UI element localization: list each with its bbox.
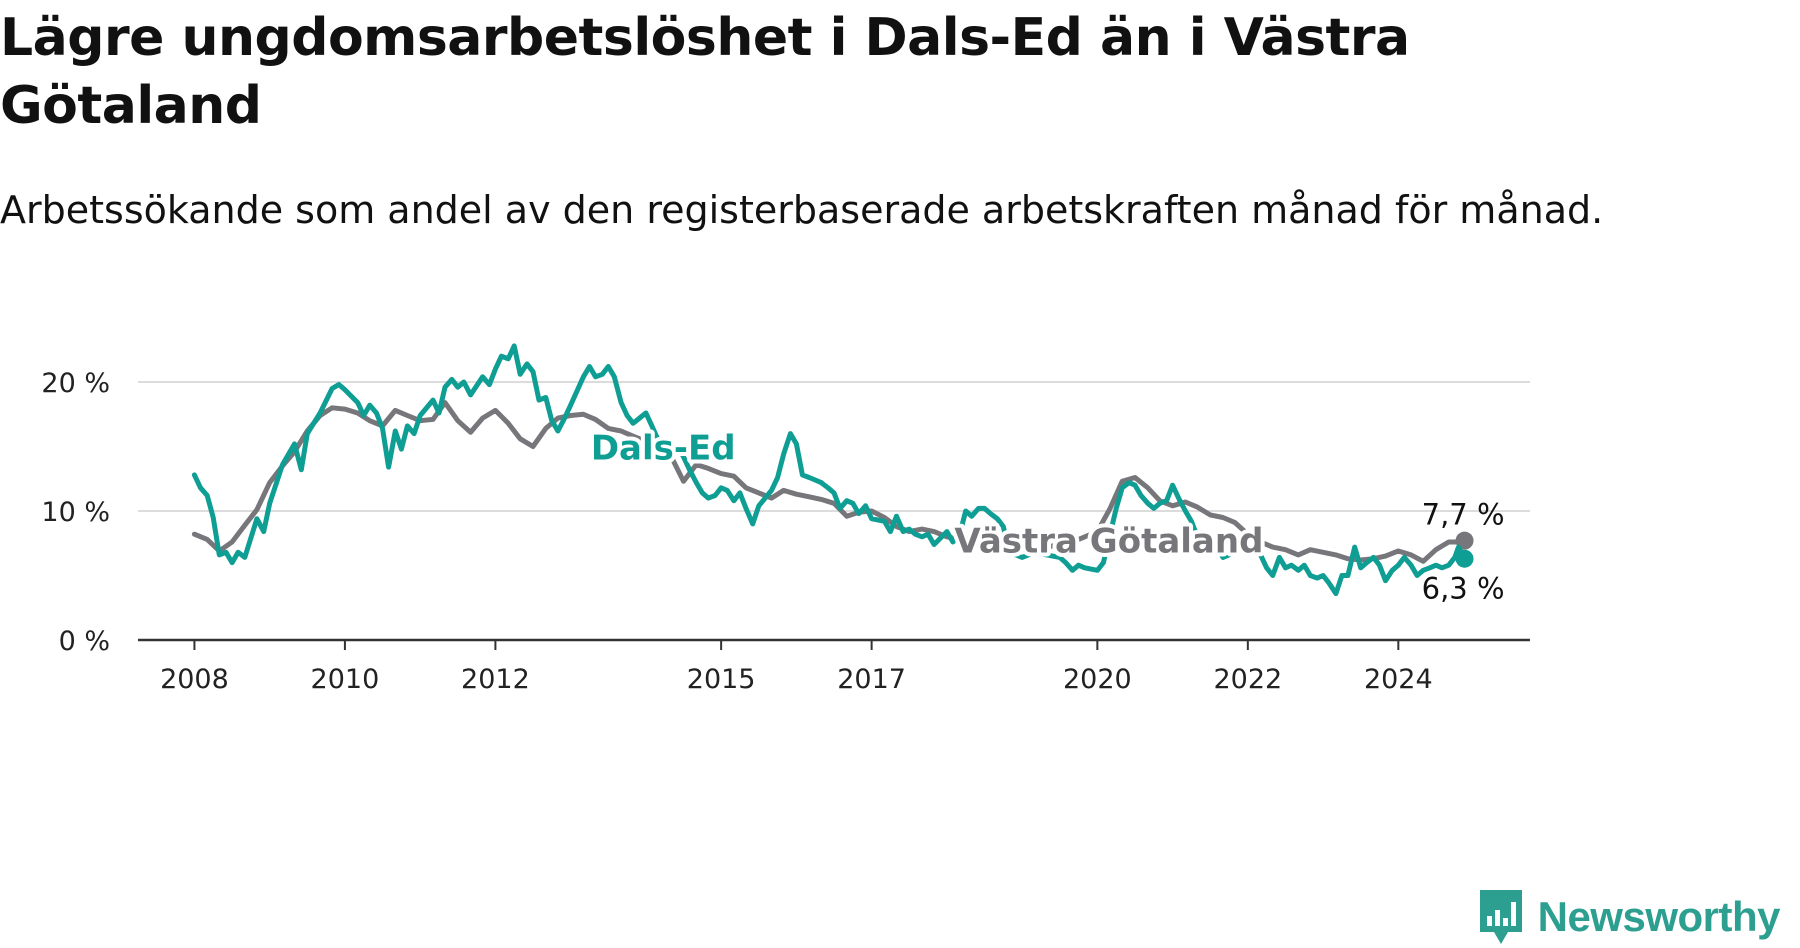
y-axis-ticks: 0 % 10 % 20 % [41,368,110,657]
newsworthy-logo[interactable]: Newsworthy [1478,888,1781,946]
x-tick-label: 2010 [311,664,380,695]
y-tick-label: 20 % [41,368,110,399]
bar-chart-speech-bubble-icon [1479,890,1522,944]
end-point-dals-ed [1455,549,1474,568]
x-axis-ticks: 2008 2010 2012 2015 2017 2020 2022 2024 [160,640,1433,695]
x-tick-label: 2008 [160,664,229,695]
chart-title: Lägre ungdomsarbetslöshet i Dals-Ed än i… [0,8,1410,136]
series-label: Dals-Ed [591,428,736,468]
x-tick-label: 2020 [1063,664,1132,695]
chart-subtitle: Arbetssökande som andel av den registerb… [0,188,1604,232]
brand-name: Newsworthy [1537,893,1781,940]
series-label: Västra Götaland [954,521,1263,561]
x-tick-label: 2017 [837,664,906,695]
end-value-label: 6,3 % [1422,572,1505,606]
series-line-v-stra-g-taland [191,400,1467,564]
series-lines: 7,7 % 6,3 % [191,343,1505,606]
gridlines [138,381,1530,512]
end-value-label: 7,7 % [1422,498,1505,532]
x-tick-label: 2022 [1213,664,1282,695]
y-tick-label: 10 % [41,497,110,528]
series-line-dals-ed [191,343,1467,597]
x-tick-label: 2024 [1364,664,1433,695]
x-tick-label: 2015 [687,664,756,695]
x-tick-label: 2012 [461,664,530,695]
y-tick-label: 0 % [59,626,110,657]
series-labels: Dals-Ed Västra Götaland [587,424,1268,565]
